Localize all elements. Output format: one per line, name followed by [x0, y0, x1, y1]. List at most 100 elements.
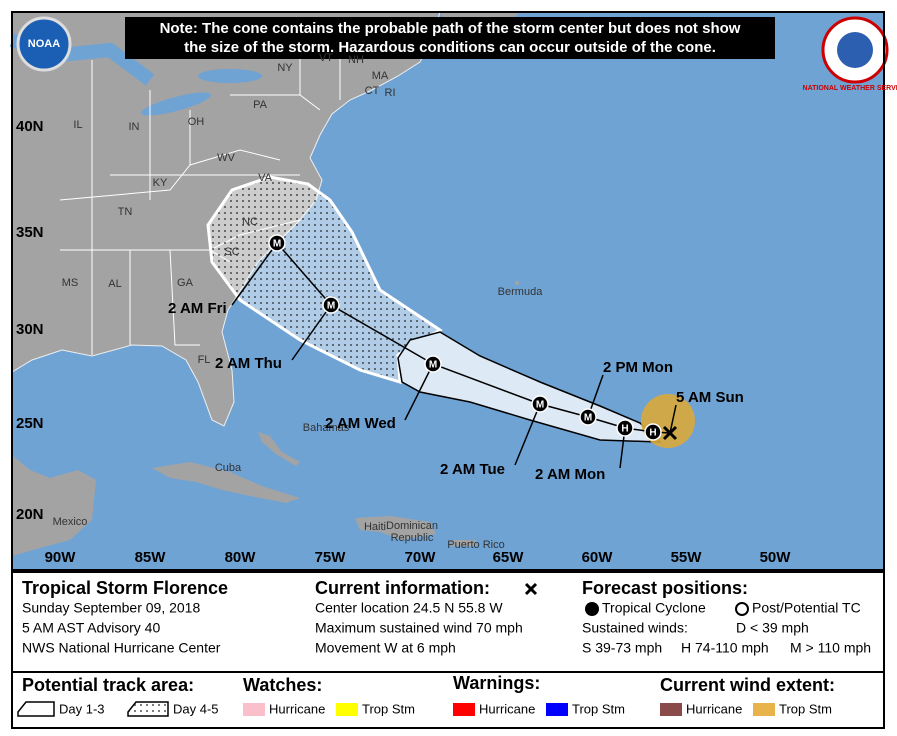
legend-item: Hurricane — [686, 701, 742, 716]
place-label: IN — [129, 121, 140, 133]
forecast-point — [531, 395, 549, 413]
lake — [198, 69, 262, 83]
place-label: SC — [224, 246, 239, 258]
storm-name: Tropical Storm Florence — [22, 578, 228, 598]
warning-trop-stm-swatch — [546, 703, 568, 716]
longitude-label: 55W — [671, 549, 703, 566]
forecast-point-letter: H — [621, 424, 628, 435]
place-label: VT — [319, 52, 333, 64]
longitude-label: 60W — [582, 549, 614, 566]
note-line: the size of the storm. Hazardous conditi… — [184, 39, 716, 56]
latitude-label: 40N — [16, 118, 44, 135]
current-detail: Maximum sustained wind 70 mph — [315, 620, 523, 636]
forecast-point-letter: M — [429, 360, 437, 371]
place-label: MA — [372, 70, 389, 82]
nws-logo-inner — [837, 32, 873, 68]
place-label: Dominican — [386, 520, 438, 532]
longitude-label: 85W — [135, 549, 167, 566]
nws-logo-text: NATIONAL WEATHER SERVICE — [803, 85, 897, 92]
forecast-item: H 74-110 mph — [681, 640, 769, 656]
wind-hurricane-swatch — [660, 703, 682, 716]
place-label: NC — [242, 216, 258, 228]
place-label: Mexico — [53, 516, 88, 528]
place-label: AL — [108, 278, 121, 290]
forecast-item: Sustained winds: — [582, 620, 688, 636]
latitude-label: 25N — [16, 415, 44, 432]
forecast-point-letter: M — [584, 413, 592, 424]
cuba-land — [152, 462, 300, 503]
legend-item: Trop Stm — [779, 701, 832, 716]
hispaniola-land — [355, 516, 436, 540]
forecast-point — [616, 419, 634, 437]
place-label: Cuba — [215, 462, 242, 474]
latitude-label: 35N — [16, 224, 44, 241]
place-label: KY — [153, 177, 168, 189]
forecast-point — [644, 423, 662, 441]
mexico-land — [12, 455, 96, 556]
storm-detail: NWS National Hurricane Center — [22, 640, 221, 656]
place-label: MS — [62, 277, 79, 289]
current-info-icon — [524, 582, 538, 596]
legend-item: Trop Stm — [362, 701, 415, 716]
place-label: CT — [365, 85, 380, 97]
forecast-point-letter: M — [536, 400, 544, 411]
forecast-label: 5 AM Sun — [676, 389, 744, 406]
forecast-point — [268, 234, 286, 252]
forecast-label: 2 AM Mon — [535, 466, 605, 483]
day-4-5-swatch — [127, 701, 169, 717]
legend-panel — [11, 671, 885, 729]
bahamas-land — [258, 432, 300, 466]
forecast-label: 2 PM Mon — [603, 359, 673, 376]
cone-day-4-5 — [206, 175, 443, 385]
watch-hurricane-swatch — [243, 703, 265, 716]
watch-trop-stm-swatch — [336, 703, 358, 716]
longitude-label: 50W — [760, 549, 792, 566]
place-label: IL — [73, 119, 82, 131]
legend-title: Warnings: — [453, 673, 540, 693]
place-label: OH — [188, 116, 205, 128]
place-label: NH — [348, 54, 364, 66]
place-label: RI — [385, 87, 396, 99]
longitude-label: 80W — [225, 549, 257, 566]
forecast-point-letter: H — [649, 428, 656, 439]
latitude-label: 20N — [16, 506, 44, 523]
map-border — [11, 11, 885, 571]
forecast-item: Tropical Cyclone — [602, 600, 706, 616]
bermuda-land — [515, 281, 519, 285]
tropical-cyclone-icon — [585, 602, 599, 616]
latitude-label: 30N — [16, 321, 44, 338]
storm-detail: 5 AM AST Advisory 40 — [22, 620, 160, 636]
puerto-rico-land — [452, 540, 476, 546]
place-label: Haiti — [364, 521, 386, 533]
forecast-item: D < 39 mph — [736, 620, 809, 636]
legend-item: Day 4-5 — [173, 701, 219, 716]
place-label: WV — [217, 152, 235, 164]
forecast-label: 2 AM Tue — [440, 461, 505, 478]
info-panel — [11, 571, 885, 673]
forecast-label: 2 AM Fri — [168, 300, 227, 317]
place-label: Puerto Rico — [447, 539, 504, 551]
forecast-label: 2 AM Thu — [215, 355, 282, 372]
note-box — [125, 17, 775, 59]
day-1-3-swatch — [17, 701, 55, 717]
place-label: FL — [198, 354, 211, 366]
legend-title: Watches: — [243, 675, 322, 695]
lake — [141, 92, 211, 116]
longitude-label: 75W — [315, 549, 347, 566]
forecast-point-letter: M — [273, 239, 281, 250]
legend-item: Day 1-3 — [59, 701, 105, 716]
label-leaders — [231, 242, 677, 469]
forecast-point — [322, 296, 340, 314]
forecast-point — [424, 355, 442, 373]
forecast-title: Forecast positions: — [582, 578, 748, 598]
place-label: Bermuda — [498, 286, 544, 298]
place-label: PA — [253, 99, 268, 111]
legend-item: Hurricane — [479, 701, 535, 716]
place-label: Bahamas — [303, 422, 350, 434]
place-label: VA — [258, 172, 273, 184]
longitude-label: 65W — [493, 549, 525, 566]
post-tc-icon — [735, 602, 749, 616]
forecast-item: Post/Potential TC — [752, 600, 861, 616]
longitude-label: 70W — [405, 549, 437, 566]
